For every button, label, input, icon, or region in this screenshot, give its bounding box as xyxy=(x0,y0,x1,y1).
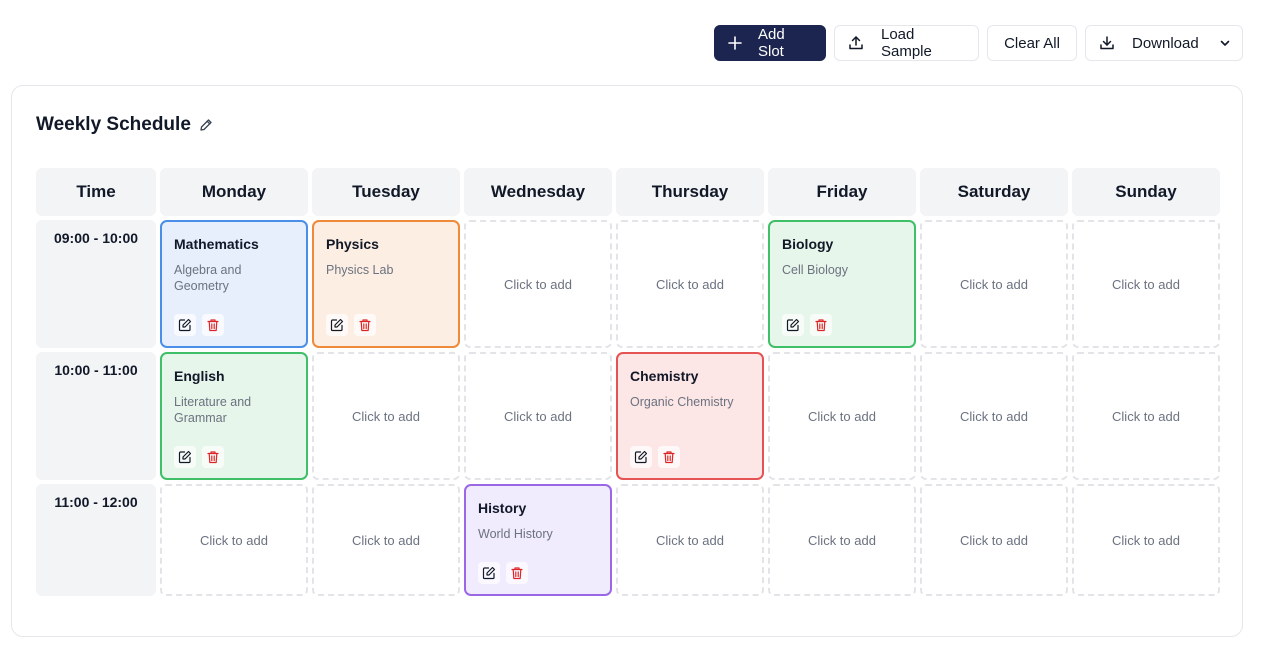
slot-actions xyxy=(174,314,224,336)
slot-actions xyxy=(782,314,832,336)
trash-icon[interactable] xyxy=(658,446,680,468)
day-header-tuesday: Tuesday xyxy=(312,168,460,216)
empty-slot-wednesday-1000[interactable]: Click to add xyxy=(464,352,612,480)
schedule-card: Weekly Schedule Time Monday Tuesday Wedn… xyxy=(11,85,1243,637)
slot-detail: Literature and Grammar xyxy=(174,395,252,425)
slot-monday-0900[interactable]: Mathematics Algebra and Geometry xyxy=(160,220,308,348)
chevron-down-icon[interactable] xyxy=(1219,37,1231,49)
slot-thursday-1000[interactable]: Chemistry Organic Chemistry xyxy=(616,352,764,480)
trash-icon[interactable] xyxy=(506,562,528,584)
slot-detail: Physics Lab xyxy=(326,263,394,277)
slot-detail: Cell Biology xyxy=(782,263,849,277)
slot-subject: Mathematics xyxy=(174,236,259,252)
edit-icon[interactable] xyxy=(782,314,804,336)
day-header-thursday: Thursday xyxy=(616,168,764,216)
slot-tuesday-0900[interactable]: Physics Physics Lab xyxy=(312,220,460,348)
slot-subject: English xyxy=(174,368,225,384)
load-sample-label: Load Sample xyxy=(881,26,932,60)
slot-friday-0900[interactable]: Biology Cell Biology xyxy=(768,220,916,348)
time-column-header: Time xyxy=(36,168,156,216)
slot-wednesday-1100[interactable]: History World History xyxy=(464,484,612,596)
edit-icon[interactable] xyxy=(174,446,196,468)
slot-subject: History xyxy=(478,500,527,516)
trash-icon[interactable] xyxy=(202,446,224,468)
trash-icon[interactable] xyxy=(202,314,224,336)
empty-slot-saturday-1100[interactable]: Click to add xyxy=(920,484,1068,596)
schedule-title: Weekly Schedule xyxy=(36,114,191,135)
toolbar: Add Slot Load Sample Clear All Download xyxy=(714,25,1243,61)
day-header-friday: Friday xyxy=(768,168,916,216)
add-slot-label: Add Slot xyxy=(758,26,785,60)
slot-detail: Algebra and Geometry xyxy=(174,263,242,293)
time-label-1100: 11:00 - 12:00 xyxy=(36,484,156,596)
empty-slot-thursday-1100[interactable]: Click to add xyxy=(616,484,764,596)
trash-icon[interactable] xyxy=(810,314,832,336)
download-label: Download xyxy=(1132,34,1199,52)
slot-actions xyxy=(630,446,680,468)
plus-icon xyxy=(728,36,742,50)
slot-monday-1000[interactable]: English Literature and Grammar xyxy=(160,352,308,480)
empty-slot-saturday-1000[interactable]: Click to add xyxy=(920,352,1068,480)
slot-detail: Organic Chemistry xyxy=(630,395,734,409)
empty-slot-friday-1100[interactable]: Click to add xyxy=(768,484,916,596)
slot-actions xyxy=(174,446,224,468)
clear-all-label: Clear All xyxy=(1004,34,1060,52)
empty-slot-saturday-0900[interactable]: Click to add xyxy=(920,220,1068,348)
load-sample-button[interactable]: Load Sample xyxy=(834,25,979,61)
slot-subject: Biology xyxy=(782,236,834,252)
day-header-monday: Monday xyxy=(160,168,308,216)
time-label-0900: 09:00 - 10:00 xyxy=(36,220,156,348)
empty-slot-friday-1000[interactable]: Click to add xyxy=(768,352,916,480)
download-icon xyxy=(1099,35,1115,51)
empty-slot-sunday-1000[interactable]: Click to add xyxy=(1072,352,1220,480)
upload-icon xyxy=(848,35,864,51)
clear-all-button[interactable]: Clear All xyxy=(987,25,1077,61)
day-header-sunday: Sunday xyxy=(1072,168,1220,216)
download-button[interactable]: Download xyxy=(1085,25,1243,61)
empty-slot-tuesday-1000[interactable]: Click to add xyxy=(312,352,460,480)
empty-slot-thursday-0900[interactable]: Click to add xyxy=(616,220,764,348)
trash-icon[interactable] xyxy=(354,314,376,336)
edit-icon[interactable] xyxy=(174,314,196,336)
slot-detail: World History xyxy=(478,527,553,541)
day-header-saturday: Saturday xyxy=(920,168,1068,216)
slot-actions xyxy=(326,314,376,336)
slot-subject: Chemistry xyxy=(630,368,699,384)
edit-icon[interactable] xyxy=(326,314,348,336)
empty-slot-monday-1100[interactable]: Click to add xyxy=(160,484,308,596)
empty-slot-sunday-0900[interactable]: Click to add xyxy=(1072,220,1220,348)
edit-icon[interactable] xyxy=(630,446,652,468)
schedule-grid: Time Monday Tuesday Wednesday Thursday F… xyxy=(36,168,1220,596)
edit-icon[interactable] xyxy=(478,562,500,584)
empty-slot-tuesday-1100[interactable]: Click to add xyxy=(312,484,460,596)
slot-subject: Physics xyxy=(326,236,379,252)
schedule-header: Weekly Schedule xyxy=(36,114,213,136)
pencil-icon[interactable] xyxy=(199,118,213,132)
empty-slot-wednesday-0900[interactable]: Click to add xyxy=(464,220,612,348)
day-header-wednesday: Wednesday xyxy=(464,168,612,216)
time-label-1000: 10:00 - 11:00 xyxy=(36,352,156,480)
add-slot-button[interactable]: Add Slot xyxy=(714,25,826,61)
empty-slot-sunday-1100[interactable]: Click to add xyxy=(1072,484,1220,596)
slot-actions xyxy=(478,562,528,584)
